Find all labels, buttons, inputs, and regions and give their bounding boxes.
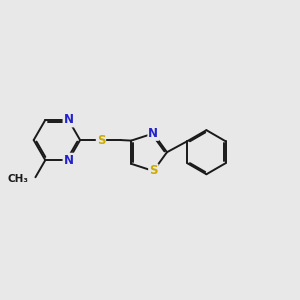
Text: N: N <box>148 127 158 140</box>
Text: S: S <box>149 164 158 178</box>
Text: CH₃: CH₃ <box>8 174 29 184</box>
Text: N: N <box>64 154 74 167</box>
Text: N: N <box>64 113 74 127</box>
Text: S: S <box>97 134 105 147</box>
